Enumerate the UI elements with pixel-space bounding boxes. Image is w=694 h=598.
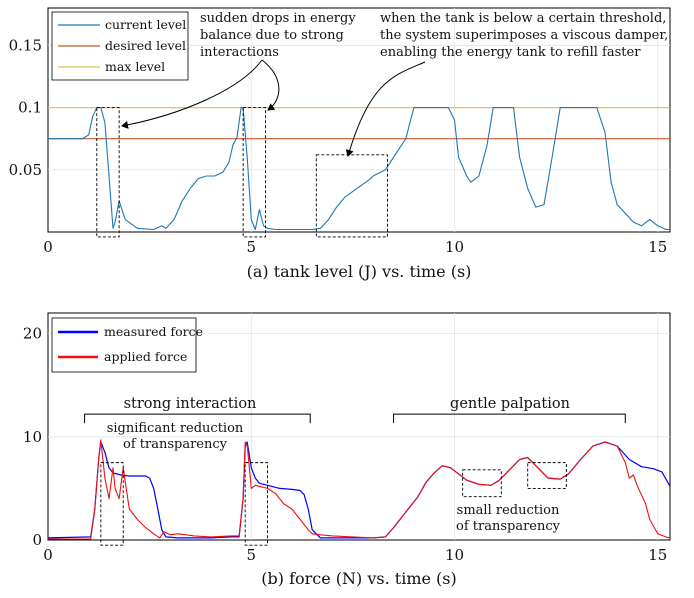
a-ytick-label: 0.1 <box>18 99 42 117</box>
tank-level-chart: 0 5 10 15 0.05 0.1 0.15 current level desired … <box>9 7 672 281</box>
plot-a-legend: current level desired level max level <box>51 11 189 81</box>
a-xtick-label: 0 <box>43 238 53 256</box>
a-highlight-box <box>242 107 266 238</box>
legend-a-desired-label: desired level <box>105 38 186 53</box>
plot-b-brackets <box>84 413 626 424</box>
b-xtick-label: 15 <box>648 546 667 564</box>
plot-a-frame <box>47 7 671 233</box>
arrow-a-to-refill <box>345 61 426 157</box>
legend-b-applied-label: applied force <box>104 349 187 364</box>
b-xtick-label: 0 <box>43 546 53 564</box>
arrow-a-to-first-drop <box>121 59 263 129</box>
legend-a-max-label: max level <box>105 59 165 74</box>
b-ytick-label: 20 <box>23 325 42 343</box>
plot-a-tick-labels: 0 5 10 15 0.05 0.1 0.15 <box>9 36 668 256</box>
legend-b-measured-label: measured force <box>104 324 203 339</box>
annotation-b-small-1: small reduction <box>457 503 560 518</box>
annotation-b-strong: strong interaction <box>124 396 257 412</box>
b-highlight-box <box>527 462 567 489</box>
a-xtick-label: 10 <box>445 238 464 256</box>
annotation-b-gentle: gentle palpation <box>450 396 570 412</box>
plot-b-series <box>47 439 671 540</box>
b-ytick-label: 0 <box>32 531 42 549</box>
caption-b: (b) force (N) vs. time (s) <box>261 569 457 588</box>
annotation-b-significant-2: of transparency <box>123 437 228 452</box>
b-series-applied-force <box>48 439 671 540</box>
plot-b-tick-labels: 0 5 10 15 0 10 20 <box>23 325 667 564</box>
b-highlight-box <box>100 462 124 546</box>
annotation-b-small-2: of transparency <box>456 519 561 534</box>
b-xtick-label: 10 <box>445 546 464 564</box>
force-chart: 0 5 10 15 0 10 20 measured force applied force… <box>23 312 671 588</box>
b-xtick-label: 5 <box>246 546 256 564</box>
a-xtick-label: 5 <box>246 238 256 256</box>
legend-a-current-label: current level <box>105 17 186 32</box>
caption-a: (a) tank level (J) vs. time (s) <box>247 262 472 281</box>
b-ytick-label: 10 <box>23 428 42 446</box>
b-bracket <box>84 413 311 424</box>
plot-a-series <box>48 107 670 231</box>
a-series-current-level <box>48 107 670 231</box>
plot-b-frame <box>47 312 671 541</box>
a-xtick-label: 15 <box>648 238 667 256</box>
plot-a-highlight-boxes <box>96 107 388 238</box>
annotation-a-threshold: when the tank is below a certain thresho… <box>380 11 672 60</box>
a-ytick-label: 0.15 <box>9 36 42 54</box>
a-highlight-box <box>96 107 120 238</box>
annotation-b-significant-1: significant reduction <box>107 421 244 436</box>
arrow-a-to-second-drop <box>261 59 280 111</box>
a-highlight-box <box>315 154 388 238</box>
annotation-a-drops: sudden drops in energy balance due to st… <box>200 11 360 60</box>
b-bracket <box>393 413 626 424</box>
plot-b-legend: measured force applied force <box>51 317 203 373</box>
a-ytick-label: 0.05 <box>9 161 42 179</box>
b-highlight-box <box>462 469 502 498</box>
plot-b-grid <box>48 313 670 540</box>
plot-b-highlight-boxes <box>100 462 567 546</box>
b-highlight-box <box>244 462 268 546</box>
